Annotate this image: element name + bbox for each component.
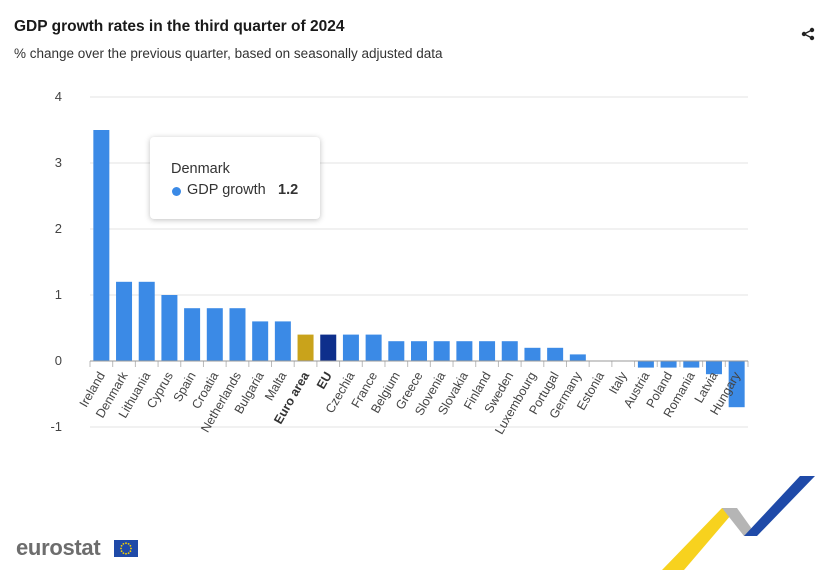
bar-eu[interactable] — [320, 334, 337, 361]
bar-greece[interactable] — [411, 341, 427, 361]
bar-poland[interactable] — [660, 361, 677, 368]
bar-germany[interactable] — [569, 354, 586, 361]
chart-subtitle: % change over the previous quarter, base… — [14, 46, 443, 61]
bar-austria[interactable] — [637, 361, 654, 368]
bar-romania[interactable] — [683, 361, 700, 368]
tooltip-value: 1.2 — [278, 182, 299, 198]
y-tick-label: 0 — [55, 353, 62, 368]
y-tick-label: 3 — [55, 155, 62, 170]
bar-portugal[interactable] — [547, 347, 564, 361]
decorative-ribbon — [662, 476, 815, 570]
bar-ireland[interactable] — [93, 130, 110, 361]
bar-netherlands[interactable] — [229, 308, 246, 361]
bar-euro-area[interactable] — [297, 334, 314, 361]
tooltip-series-name: GDP growth — [187, 182, 266, 198]
tooltip-series-dot-icon — [172, 187, 181, 196]
share-icon[interactable] — [801, 27, 815, 41]
tooltip-country: Denmark — [171, 161, 230, 177]
bar-latvia[interactable] — [705, 361, 722, 375]
bar-cyprus[interactable] — [161, 295, 178, 361]
bar-croatia[interactable] — [206, 308, 223, 361]
tooltip: Denmark GDP growth 1.2 — [150, 137, 320, 219]
bar-bulgaria[interactable] — [252, 321, 269, 361]
bar-slovakia[interactable] — [456, 341, 473, 361]
y-tick-label: 1 — [55, 287, 62, 302]
bar-hungary[interactable] — [728, 361, 745, 408]
bar-spain[interactable] — [184, 308, 201, 361]
chart-title: GDP growth rates in the third quarter of… — [14, 18, 345, 35]
bar-sweden[interactable] — [501, 341, 518, 361]
bar-france[interactable] — [365, 334, 382, 361]
bar-malta[interactable] — [274, 321, 291, 361]
bar-belgium[interactable] — [388, 341, 405, 361]
y-tick-label: -1 — [50, 419, 62, 434]
bar-slovenia[interactable] — [433, 341, 450, 361]
bar-finland[interactable] — [479, 341, 496, 361]
bar-luxembourg[interactable] — [524, 347, 541, 361]
eu-flag-icon — [114, 540, 138, 557]
y-tick-label: 2 — [55, 221, 62, 236]
bar-denmark[interactable] — [116, 281, 133, 361]
bar-lithuania[interactable] — [138, 281, 155, 361]
eurostat-logo: eurostat — [16, 535, 101, 560]
bar-czechia[interactable] — [342, 334, 359, 361]
x-tick-label: EU — [314, 370, 335, 392]
y-tick-label: 4 — [55, 89, 62, 104]
